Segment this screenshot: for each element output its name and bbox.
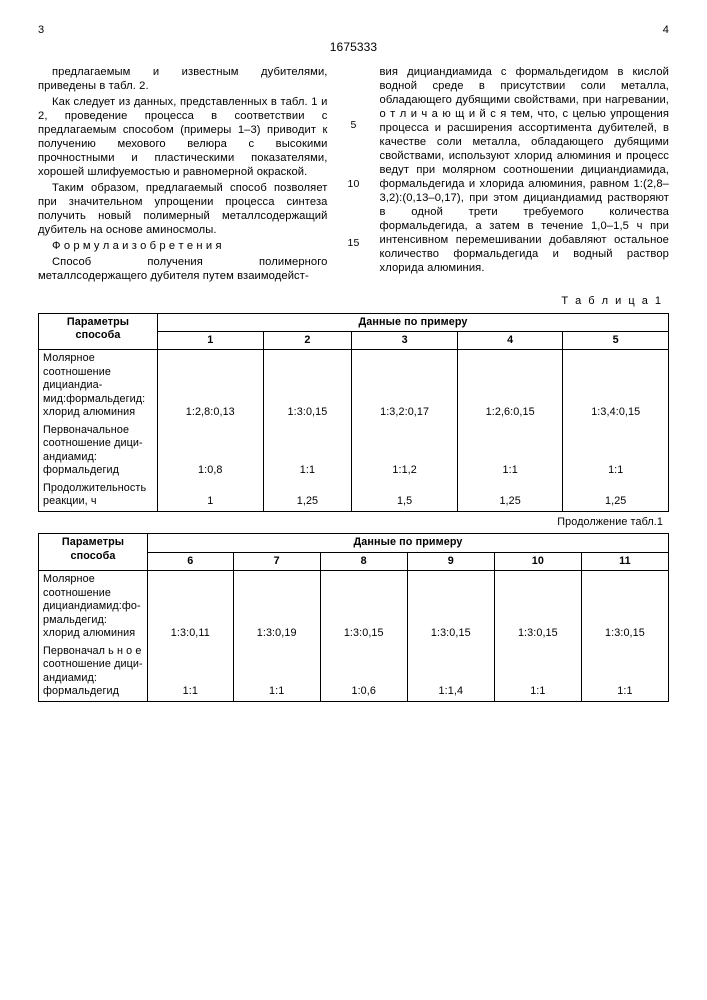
value-cell: 1:3:0,15 (494, 571, 581, 643)
value-cell: 1:1 (581, 643, 668, 701)
value-cell: 1:3:0,15 (581, 571, 668, 643)
col-label: 4 (457, 331, 563, 349)
value-cell: 1,25 (457, 480, 563, 511)
paragraph: Таким образом, предлагаемый способ позво… (38, 181, 328, 237)
value-cell: 1:3:0,15 (320, 571, 407, 643)
line-marker: 15 (348, 237, 360, 250)
paragraph: Как следует из данных, представленных в … (38, 95, 328, 179)
value-cell: 1:3:0,11 (148, 571, 234, 643)
value-cell: 1:1 (233, 643, 320, 701)
value-cell: 1:1 (563, 422, 669, 480)
table-header-row: Параметры способа Данные по примеру (39, 534, 669, 552)
data-header: Данные по примеру (158, 313, 669, 331)
value-cell: 1:3,4:0,15 (563, 350, 669, 422)
col-label: 1 (158, 331, 264, 349)
right-column: вия дициандиамида с формальдегидом в кис… (380, 65, 670, 285)
paragraph: вия дициандиамида с формальдегидом в кис… (380, 65, 670, 275)
col-label: 3 (352, 331, 458, 349)
col-label: 9 (407, 552, 494, 570)
value-cell: 1:3:0,19 (233, 571, 320, 643)
col-label: 11 (581, 552, 668, 570)
param-cell: Продолжи­тельность реакции, ч (39, 480, 158, 511)
table-row: Молярное соотноше­ние дициан­диамид:фо­р… (39, 571, 669, 643)
value-cell: 1:3:0,15 (263, 350, 352, 422)
line-marker: 10 (348, 178, 360, 191)
value-cell: 1 (158, 480, 264, 511)
left-column: предлагаемым и известным дубителями, при… (38, 65, 328, 285)
page-num-right: 4 (663, 24, 669, 38)
col-label: 7 (233, 552, 320, 570)
param-cell: Молярное соотношение дициандиа­мид:форма… (39, 350, 158, 422)
continuation-label: Продолжение табл.1 (38, 516, 663, 529)
param-cell: Молярное соотноше­ние дициан­диамид:фо­р… (39, 571, 148, 643)
table-row: Первонача­л ь н о е соотноше­ние дици­ан… (39, 643, 669, 701)
formula-heading: Ф о р м у л а и з о б р е т е н и я (38, 239, 328, 253)
value-cell: 1,25 (563, 480, 669, 511)
value-cell: 1:2,8:0,13 (158, 350, 264, 422)
value-cell: 1:0,8 (158, 422, 264, 480)
table1-continued: Параметры способа Данные по примеру 6 7 … (38, 533, 669, 701)
table1: Параметры способа Данные по примеру 1 2 … (38, 313, 669, 512)
col-label: 10 (494, 552, 581, 570)
page: 3 4 1675333 предлагаемым и известным дуб… (0, 0, 707, 1000)
value-cell: 1:0,6 (320, 643, 407, 701)
value-cell: 1:3:0,15 (407, 571, 494, 643)
value-cell: 1:1 (148, 643, 234, 701)
col-label: 5 (563, 331, 669, 349)
line-marker: 5 (351, 119, 357, 132)
value-cell: 1:1,4 (407, 643, 494, 701)
table-row: Продолжи­тельность реакции, ч 1 1,25 1,5… (39, 480, 669, 511)
paragraph: предлагаемым и известным дубителями, при… (38, 65, 328, 93)
table1-label: Т а б л и ц а 1 (38, 295, 663, 309)
value-cell: 1,25 (263, 480, 352, 511)
page-num-left: 3 (38, 24, 44, 38)
document-number: 1675333 (38, 40, 669, 55)
line-number-gutter: 5 10 15 (346, 65, 362, 285)
page-number-row: 3 4 (38, 24, 669, 38)
paragraph: Способ получения полимерного металлсодер… (38, 255, 328, 283)
param-header: Параметры способа (39, 313, 158, 350)
table-row: Первоначаль­ное соотно­шение дици­андиам… (39, 422, 669, 480)
data-header: Данные по примеру (148, 534, 669, 552)
col-label: 8 (320, 552, 407, 570)
table-header-row: Параметры способа Данные по примеру (39, 313, 669, 331)
value-cell: 1:3,2:0,17 (352, 350, 458, 422)
value-cell: 1:1 (494, 643, 581, 701)
two-column-text: предлагаемым и известным дубителями, при… (38, 65, 669, 285)
table-row: Молярное соотношение дициандиа­мид:форма… (39, 350, 669, 422)
value-cell: 1:1,2 (352, 422, 458, 480)
param-cell: Первонача­л ь н о е соотноше­ние дици­ан… (39, 643, 148, 701)
value-cell: 1:1 (263, 422, 352, 480)
value-cell: 1:1 (457, 422, 563, 480)
value-cell: 1,5 (352, 480, 458, 511)
col-label: 2 (263, 331, 352, 349)
value-cell: 1:2,6:0,15 (457, 350, 563, 422)
col-label: 6 (148, 552, 234, 570)
param-header: Параметры способа (39, 534, 148, 571)
param-cell: Первоначаль­ное соотно­шение дици­андиам… (39, 422, 158, 480)
